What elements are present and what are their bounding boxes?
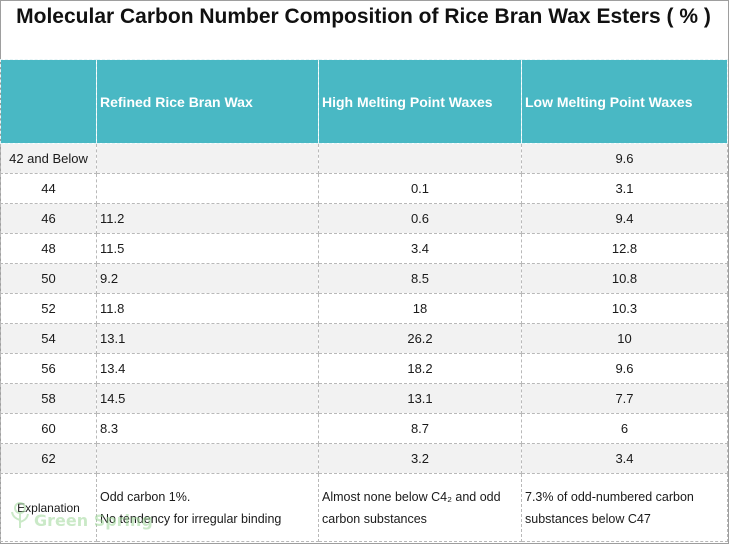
low-melting-value-cell: 12.8: [521, 233, 728, 264]
table-row: 60 8.3 8.7 6: [0, 413, 728, 444]
low-melting-value-cell: 3.4: [521, 443, 728, 474]
explanation-refined: Odd carbon 1%. No tendency for irregular …: [96, 473, 319, 542]
high-melting-value-cell: 3.2: [318, 443, 522, 474]
header-carbon-number: [0, 59, 97, 144]
table-row: 56 13.4 18.2 9.6: [0, 353, 728, 384]
high-melting-value-cell: 18.2: [318, 353, 522, 384]
carbon-number-cell: 54: [0, 323, 97, 354]
carbon-number-cell: 42 and Below: [0, 143, 97, 174]
low-melting-value-cell: 6: [521, 413, 728, 444]
carbon-number-cell: 50: [0, 263, 97, 294]
carbon-number-cell: 60: [0, 413, 97, 444]
high-melting-value-cell: 18: [318, 293, 522, 324]
carbon-number-cell: 52: [0, 293, 97, 324]
table-row: 52 11.8 18 10.3: [0, 293, 728, 324]
refined-value-cell: 13.4: [96, 353, 319, 384]
low-melting-value-cell: 9.6: [521, 353, 728, 384]
composition-table: Refined Rice Bran Wax High Melting Point…: [0, 59, 728, 542]
carbon-number-cell: 46: [0, 203, 97, 234]
low-melting-value-cell: 10: [521, 323, 728, 354]
low-melting-value-cell: 9.4: [521, 203, 728, 234]
table-row: 54 13.1 26.2 10: [0, 323, 728, 354]
refined-value-cell: 9.2: [96, 263, 319, 294]
refined-value-cell: [96, 443, 319, 474]
header-high-melting-point-waxes: High Melting Point Waxes: [318, 59, 522, 144]
high-melting-value-cell: 13.1: [318, 383, 522, 414]
refined-value-cell: 11.5: [96, 233, 319, 264]
low-melting-value-cell: 3.1: [521, 173, 728, 204]
carbon-number-cell: 48: [0, 233, 97, 264]
table-row: 58 14.5 13.1 7.7: [0, 383, 728, 414]
refined-value-cell: [96, 143, 319, 174]
table-row: 42 and Below 9.6: [0, 143, 728, 174]
table-row: 50 9.2 8.5 10.8: [0, 263, 728, 294]
refined-value-cell: [96, 173, 319, 204]
header-row: Refined Rice Bran Wax High Melting Point…: [0, 59, 728, 144]
table-row: 62 3.2 3.4: [0, 443, 728, 474]
explanation-low: 7.3% of odd-numbered carbon substances b…: [521, 473, 728, 542]
header-refined-rice-bran-wax: Refined Rice Bran Wax: [96, 59, 319, 144]
explanation-refined-text: Odd carbon 1%. No tendency for irregular …: [100, 489, 282, 526]
header-low-melting-point-waxes: Low Melting Point Waxes: [521, 59, 728, 144]
high-melting-value-cell: 8.7: [318, 413, 522, 444]
refined-value-cell: 11.8: [96, 293, 319, 324]
high-melting-value-cell: 3.4: [318, 233, 522, 264]
explanation-high: Almost none below C4₂ and odd carbon sub…: [318, 473, 522, 542]
refined-value-cell: 8.3: [96, 413, 319, 444]
low-melting-value-cell: 9.6: [521, 143, 728, 174]
carbon-number-cell: 58: [0, 383, 97, 414]
refined-value-cell: 11.2: [96, 203, 319, 234]
explanation-row: Explanation Odd carbon 1%. No tendency fo…: [0, 473, 728, 542]
high-melting-value-cell: [318, 143, 522, 174]
table-title: Molecular Carbon Number Composition of R…: [16, 5, 711, 28]
low-melting-value-cell: 10.8: [521, 263, 728, 294]
table-row: 48 11.5 3.4 12.8: [0, 233, 728, 264]
carbon-number-cell: 44: [0, 173, 97, 204]
explanation-label: Explanation: [0, 473, 97, 542]
high-melting-value-cell: 0.6: [318, 203, 522, 234]
table-row: 46 11.2 0.6 9.4: [0, 203, 728, 234]
low-melting-value-cell: 7.7: [521, 383, 728, 414]
low-melting-value-cell: 10.3: [521, 293, 728, 324]
high-melting-value-cell: 26.2: [318, 323, 522, 354]
table-row: 44 0.1 3.1: [0, 173, 728, 204]
high-melting-value-cell: 8.5: [318, 263, 522, 294]
refined-value-cell: 14.5: [96, 383, 319, 414]
high-melting-value-cell: 0.1: [318, 173, 522, 204]
carbon-number-cell: 56: [0, 353, 97, 384]
carbon-number-cell: 62: [0, 443, 97, 474]
refined-value-cell: 13.1: [96, 323, 319, 354]
